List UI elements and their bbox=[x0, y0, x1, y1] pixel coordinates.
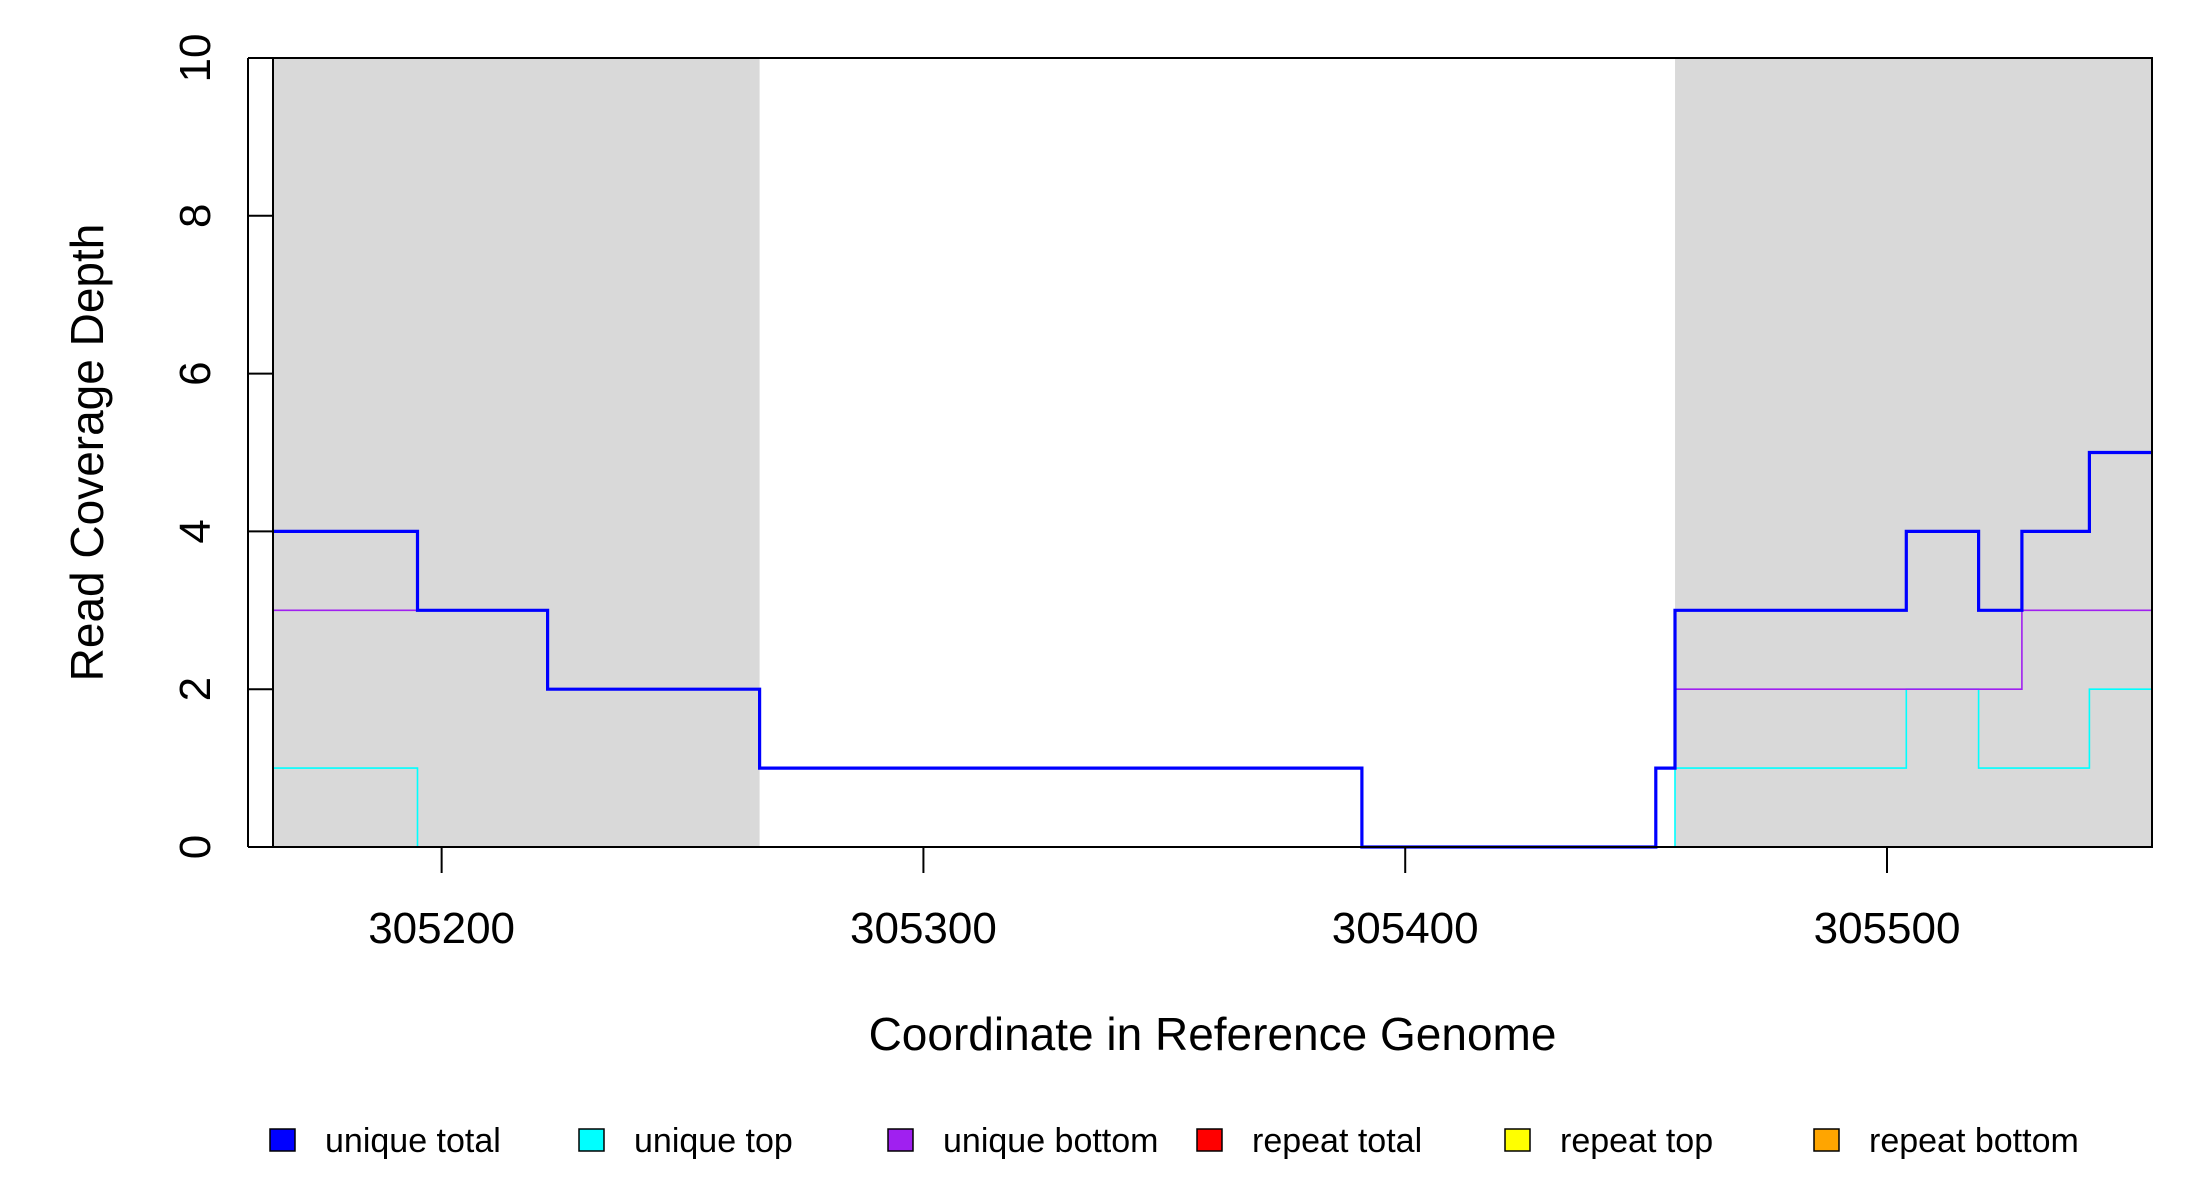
legend-swatch bbox=[578, 1128, 605, 1152]
shaded-regions bbox=[273, 58, 2152, 847]
legend-swatch bbox=[1813, 1128, 1840, 1152]
legend-item: unique total bbox=[269, 1122, 501, 1160]
y-tick-label: 2 bbox=[171, 677, 220, 701]
shaded-region-2 bbox=[1675, 58, 2152, 847]
legend-item: repeat total bbox=[1196, 1122, 1422, 1160]
legend-item: repeat top bbox=[1504, 1122, 1713, 1160]
y-axis-title: Read Coverage Depth bbox=[61, 224, 113, 682]
shaded-region-1 bbox=[273, 58, 760, 847]
legend: unique total unique top unique bottom repea… bbox=[269, 1122, 2079, 1160]
x-tick-label: 305400 bbox=[1332, 904, 1479, 953]
x-axis: 305200 305300 305400 305500 bbox=[368, 846, 1961, 953]
y-axis: 0 2 4 6 8 10 bbox=[171, 34, 273, 859]
legend-label: unique top bbox=[634, 1122, 793, 1160]
legend-item: unique top bbox=[578, 1122, 793, 1160]
legend-label: unique bottom bbox=[943, 1122, 1159, 1160]
x-tick-label: 305200 bbox=[368, 904, 515, 953]
legend-swatch bbox=[1196, 1128, 1223, 1152]
legend-label: repeat total bbox=[1252, 1122, 1422, 1160]
legend-label: unique total bbox=[325, 1122, 501, 1160]
legend-item: repeat bottom bbox=[1813, 1122, 2079, 1160]
y-tick-label: 0 bbox=[171, 835, 220, 859]
x-tick-label: 305500 bbox=[1814, 904, 1961, 953]
x-tick-label: 305300 bbox=[850, 904, 997, 953]
legend-swatch bbox=[1504, 1128, 1531, 1152]
y-tick-label: 6 bbox=[171, 361, 220, 385]
series-line-unique-total bbox=[273, 450, 2152, 849]
legend-label: repeat bottom bbox=[1869, 1122, 2079, 1160]
legend-label: repeat top bbox=[1560, 1122, 1713, 1160]
legend-swatch bbox=[269, 1128, 296, 1152]
x-axis-title: Coordinate in Reference Genome bbox=[869, 1008, 1557, 1060]
y-tick-label: 8 bbox=[171, 204, 220, 228]
y-tick-label: 4 bbox=[171, 519, 220, 543]
y-tick-label: 10 bbox=[171, 34, 220, 83]
legend-swatch bbox=[887, 1128, 914, 1152]
legend-item: unique bottom bbox=[887, 1122, 1159, 1160]
series-line-unique-top bbox=[273, 688, 2152, 848]
